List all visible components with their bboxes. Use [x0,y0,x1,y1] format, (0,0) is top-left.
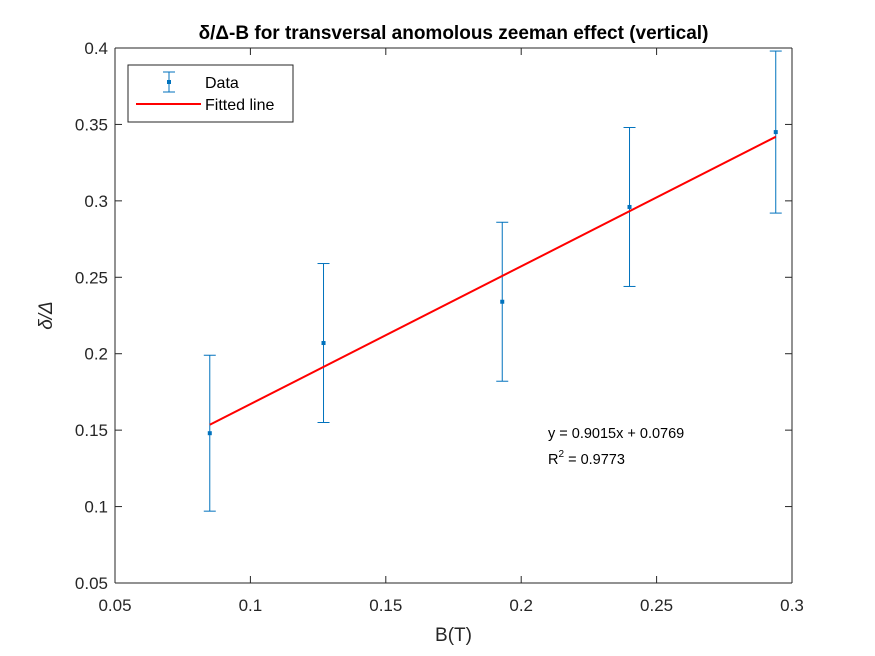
y-tick-label: 0.15 [75,421,108,440]
data-point-marker [321,341,326,346]
data-point-marker [500,299,505,304]
legend-entry-fitted-line: Fitted line [205,97,274,114]
y-tick-label: 0.4 [84,39,108,58]
x-tick-label: 0.3 [780,596,804,615]
data-point-marker [207,431,212,436]
r-squared-symbol: R [548,452,558,468]
plot-area [115,48,792,583]
axes-layer: 0.05 0.1 0.15 0.2 0.25 0.3 0.05 0.1 0.15 0.2 0.25 0… [75,39,804,615]
x-tick-label: 0.2 [509,596,533,615]
legend: Data Fitted line [127,64,294,123]
x-axis-label: B(T) [435,625,472,646]
fit-equation-annotation: y = 0.9015x + 0.0769 [548,426,684,442]
fitted-line [209,135,777,426]
r-squared-annotation: R2 = 0.9773 [548,449,625,468]
legend-entry-data: Data [205,75,239,92]
y-tick-label: 0.1 [84,498,108,517]
y-axis-label: δ/Δ [36,301,57,330]
y-tick-label: 0.2 [84,345,108,364]
data-point-marker [627,204,632,209]
chart-title: δ/Δ-B for transversal anomolous zeeman e… [199,23,709,44]
legend-data-symbol [163,71,175,93]
data-point-marker [773,130,778,135]
r-squared-value: = 0.9773 [564,452,625,468]
x-tick-label: 0.25 [640,596,673,615]
legend-box [127,64,294,123]
marks-layer [203,50,782,512]
y-tick-label: 0.3 [84,192,108,211]
legend-marker [167,80,171,84]
x-tick-label: 0.15 [369,596,402,615]
x-tick-label: 0.1 [239,596,263,615]
y-tick-label: 0.05 [75,574,108,593]
x-tick-label: 0.05 [98,596,131,615]
y-tick-label: 0.25 [75,268,108,287]
r-squared-exponent: 2 [558,449,564,460]
y-tick-label: 0.35 [75,115,108,134]
